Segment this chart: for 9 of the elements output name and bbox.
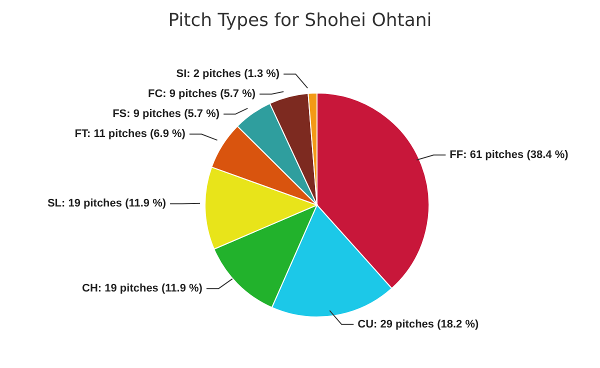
slice-label: CU: 29 pitches (18.2 %) <box>358 318 480 330</box>
slice-label: SI: 2 pitches (1.3 %) <box>176 68 280 80</box>
slice-label: CH: 19 pitches (11.9 %) <box>82 282 203 295</box>
slice-label: FC: 9 pitches (5.7 %) <box>148 88 256 100</box>
slice-label: FT: 11 pitches (6.9 %) <box>74 128 186 140</box>
slice-label: FS: 9 pitches (5.7 %) <box>112 108 220 120</box>
slice-label: FF: 61 pitches (38.4 %) <box>450 148 569 161</box>
chart-title: Pitch Types for Shohei Ohtani <box>167 10 433 31</box>
slice-label: SL: 19 pitches (11.9 %) <box>47 198 166 210</box>
